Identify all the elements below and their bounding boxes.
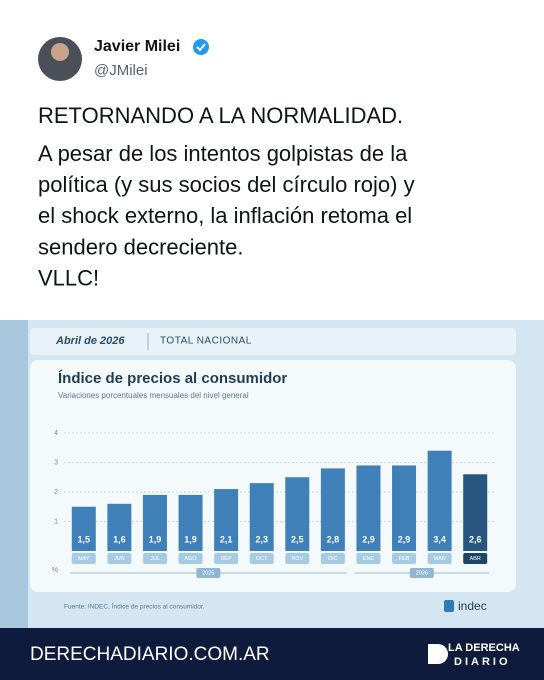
verified-badge xyxy=(193,39,209,55)
bar xyxy=(107,503,132,551)
tweet-line: política (y sus socios del círculo rojo)… xyxy=(38,172,415,197)
chart-subtitle: Variaciones porcentuales mensuales del n… xyxy=(58,391,249,400)
footer-site[interactable]: DERECHADIARIO.COM.AR xyxy=(30,644,270,665)
y-tick-label: 3 xyxy=(54,459,58,466)
year-box xyxy=(409,568,434,578)
logo: indec xyxy=(458,599,487,613)
x-tick-label: ABR xyxy=(470,556,481,562)
category-box xyxy=(463,553,488,564)
user-handle[interactable]: @JMilei xyxy=(94,62,148,79)
value-label: 2,1 xyxy=(220,534,233,544)
y-tick-label: 4 xyxy=(54,430,58,437)
tweet-line: VLLC! xyxy=(38,266,99,291)
y-tick-label: 2 xyxy=(54,489,58,496)
category-box xyxy=(392,553,417,564)
category-box xyxy=(214,553,239,564)
tweet-text: RETORNANDO A LA NORMALIDAD. A pesar de lo… xyxy=(38,103,415,291)
bar xyxy=(178,494,203,551)
x-tick-label: MAY xyxy=(78,556,90,562)
value-label: 2,9 xyxy=(362,534,375,544)
category-box xyxy=(249,553,274,564)
category-box xyxy=(107,553,132,564)
x-tick-label: SEP xyxy=(221,556,232,562)
bar xyxy=(142,494,167,551)
value-label: 2,3 xyxy=(255,534,268,544)
year-label: 2025 xyxy=(202,570,214,576)
x-tick-label: JUL xyxy=(150,556,160,562)
bar xyxy=(285,477,310,551)
value-label: 1,6 xyxy=(113,534,126,544)
user-name[interactable]: Javier Milei xyxy=(94,38,180,55)
value-label: 2,6 xyxy=(469,534,482,544)
tweet-line: A pesar de los intentos golpistas de la xyxy=(38,141,408,166)
y-unit: % xyxy=(52,567,58,574)
tweet-line: sendero decreciente. xyxy=(38,234,243,259)
value-label: 1,9 xyxy=(184,534,197,544)
tweet-line: RETORNANDO A LA NORMALIDAD. xyxy=(38,103,403,128)
bar xyxy=(249,483,274,551)
category-box xyxy=(427,553,452,564)
category-box xyxy=(356,553,381,564)
bar xyxy=(392,465,417,551)
avatar-face xyxy=(51,43,69,61)
brand-top: LA DERECHA xyxy=(448,642,520,654)
source: Fuente: INDEC, Índice de precios al cons… xyxy=(64,602,205,611)
x-tick-label: MAR xyxy=(434,556,446,562)
value-label: 1,9 xyxy=(149,534,162,544)
year-label: 2026 xyxy=(416,570,428,576)
value-label: 2,8 xyxy=(327,534,340,544)
header-date: Abril de 2026 xyxy=(55,335,125,347)
x-tick-label: ENE xyxy=(363,556,375,562)
bar xyxy=(214,489,239,551)
header-region: TOTAL NACIONAL xyxy=(160,336,252,347)
category-box xyxy=(285,553,310,564)
logo-icon xyxy=(444,600,454,612)
category-box xyxy=(142,553,167,564)
bar xyxy=(71,506,96,551)
header-bar xyxy=(30,328,516,355)
bar xyxy=(463,474,488,551)
value-label: 1,5 xyxy=(78,534,91,544)
footer xyxy=(0,628,544,680)
bar xyxy=(427,450,452,551)
value-label: 2,5 xyxy=(291,534,304,544)
verified-check xyxy=(196,43,206,52)
x-tick-label: DIC xyxy=(328,556,338,562)
brand-icon xyxy=(428,644,448,664)
brand-bottom: DIARIO xyxy=(454,656,511,668)
x-tick-label: JUN xyxy=(114,556,125,562)
bar xyxy=(356,465,381,551)
category-box xyxy=(320,553,345,564)
x-tick-label: AGO xyxy=(184,556,197,562)
year-box xyxy=(196,568,221,578)
value-label: 3,4 xyxy=(433,534,446,544)
x-tick-label: FEB xyxy=(399,556,410,562)
y-tick-label: 1 xyxy=(54,518,58,525)
value-label: 2,9 xyxy=(398,534,411,544)
side-strip xyxy=(0,320,28,628)
category-box xyxy=(178,553,203,564)
tweet-line: el shock externo, la inflación retoma el xyxy=(38,203,412,228)
category-box xyxy=(71,553,96,564)
chart-title: Índice de precios al consumidor xyxy=(58,370,287,387)
x-tick-label: OCT xyxy=(256,556,268,562)
x-tick-label: NOV xyxy=(291,556,303,562)
bar xyxy=(320,468,345,551)
